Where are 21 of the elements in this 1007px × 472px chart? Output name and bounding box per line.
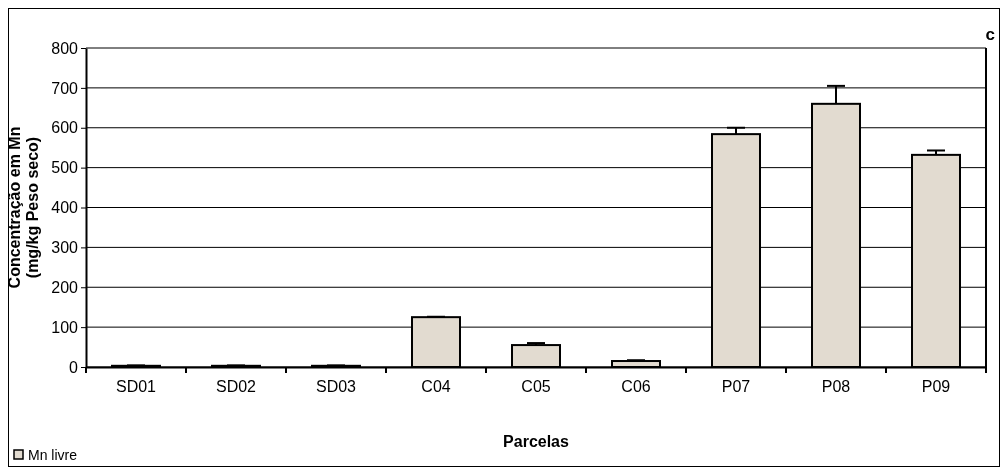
x-tick-label: C06	[621, 378, 651, 396]
y-tick-label: 300	[51, 238, 79, 256]
x-tick-label: C04	[421, 378, 451, 396]
x-tick-label: SD02	[215, 378, 257, 396]
x-tick-label: C05	[521, 378, 551, 396]
y-tick-label: 100	[51, 318, 79, 336]
y-tick-label: 600	[51, 119, 79, 137]
x-tick-label: SD01	[115, 378, 157, 396]
legend-label: Mn livre	[28, 447, 78, 463]
y-tick-label: 0	[69, 358, 79, 376]
y-tick-label: 800	[51, 39, 79, 57]
y-tick-label: 400	[51, 199, 79, 217]
text: c	[985, 25, 995, 44]
y-tick-label: 200	[51, 278, 79, 296]
y-tick-label: 500	[51, 159, 79, 177]
x-tick-label: P09	[921, 378, 951, 396]
x-axis-title: Parcelas	[503, 433, 570, 450]
x-tick-label: P07	[721, 378, 751, 396]
x-tick-label: SD03	[315, 378, 357, 396]
x-tick-label: P08	[821, 378, 851, 396]
y-tick-label: 700	[51, 79, 79, 97]
